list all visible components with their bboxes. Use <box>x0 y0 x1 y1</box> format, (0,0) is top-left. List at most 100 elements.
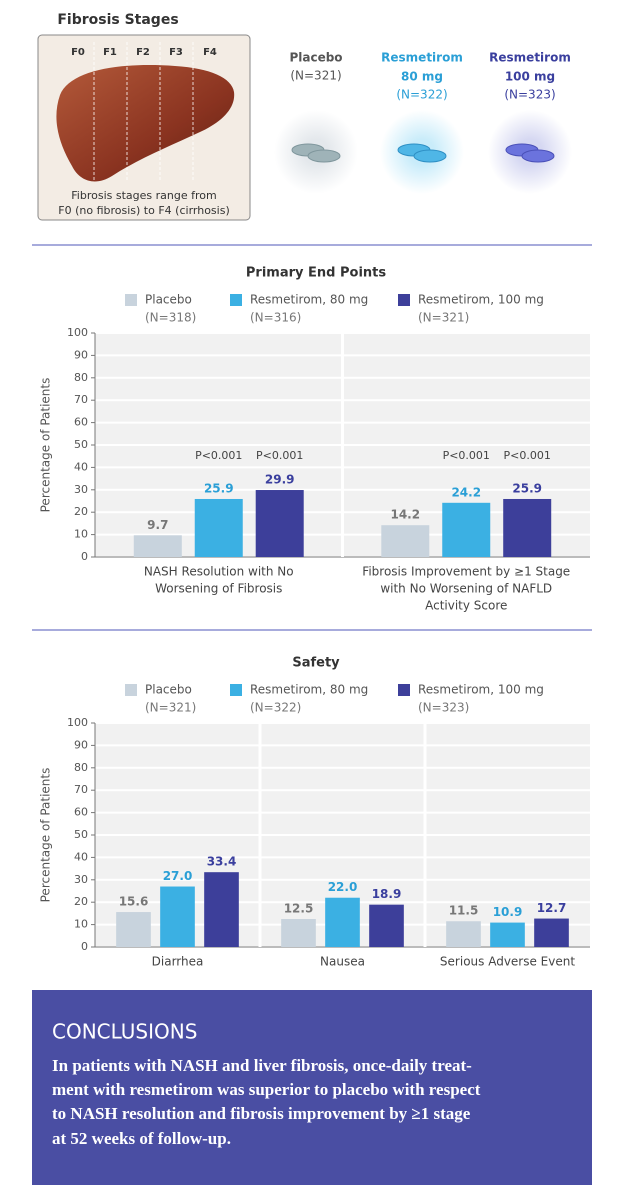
value-label: 18.9 <box>372 887 402 901</box>
legend-swatch <box>230 294 242 306</box>
bar <box>194 498 243 557</box>
bar <box>255 490 304 557</box>
legend-swatch <box>398 294 410 306</box>
conclusions-title: CONCLUSIONS <box>52 1020 197 1044</box>
bar <box>446 921 481 947</box>
legend-label: Resmetirom, 80 mg <box>250 293 368 307</box>
legend-label: Resmetirom, 100 mg <box>418 683 544 697</box>
group-name: Resmetirom <box>489 51 571 65</box>
stage-label: F2 <box>136 47 150 58</box>
y-axis-title: Percentage of Patients <box>39 378 53 513</box>
conclusions-text: In patients with NASH and liver fibrosis… <box>52 1056 472 1075</box>
bar <box>204 872 239 947</box>
legend-n: (N=323) <box>418 701 469 715</box>
y-tick-label: 60 <box>74 416 88 429</box>
panel-title: Fibrosis Stages <box>57 12 178 28</box>
legend-swatch <box>398 684 410 696</box>
bar <box>325 897 360 947</box>
caption: F0 (no fibrosis) to F4 (cirrhosis) <box>58 204 229 217</box>
y-tick-label: 100 <box>67 326 88 339</box>
legend-n: (N=321) <box>418 311 469 325</box>
group-n: (N=322) <box>396 88 447 102</box>
bar <box>490 922 525 947</box>
y-tick-label: 0 <box>81 940 88 953</box>
bar <box>369 904 404 947</box>
value-label: 33.4 <box>207 855 237 869</box>
caption: Fibrosis stages range from <box>71 189 216 202</box>
y-tick-label: 30 <box>74 873 88 886</box>
stage-label: F4 <box>203 47 217 58</box>
bar <box>160 886 195 947</box>
y-tick-label: 80 <box>74 761 88 774</box>
y-tick-label: 80 <box>74 371 88 384</box>
y-tick-label: 90 <box>74 738 88 751</box>
conclusions-text: to NASH resolution and fibrosis improvem… <box>52 1104 471 1123</box>
liver <box>56 65 235 182</box>
value-label: 11.5 <box>449 904 479 918</box>
y-tick-label: 40 <box>74 850 88 863</box>
y-tick-label: 20 <box>74 505 88 518</box>
stage-label: F3 <box>169 47 183 58</box>
x-tick-label: Diarrhea <box>152 955 204 969</box>
group-n: (N=323) <box>504 88 555 102</box>
legend-swatch <box>125 684 137 696</box>
legend-label: Placebo <box>145 683 192 697</box>
stage-label: F0 <box>71 47 85 58</box>
chart-title: Primary End Points <box>246 266 386 281</box>
y-tick-label: 30 <box>74 483 88 496</box>
p-value: P<0.001 <box>256 449 303 462</box>
pill <box>521 149 555 163</box>
value-label: 10.9 <box>493 905 523 919</box>
x-tick-label: with No Worsening of NAFLD <box>380 582 552 596</box>
bar <box>503 498 552 557</box>
value-label: 24.2 <box>451 485 481 499</box>
value-label: 15.6 <box>119 895 149 909</box>
bar <box>116 912 151 947</box>
value-label: 25.9 <box>512 481 542 495</box>
bar <box>281 919 316 947</box>
x-tick-label: Worsening of Fibrosis <box>155 582 282 596</box>
legend-n: (N=322) <box>250 701 301 715</box>
x-tick-label: Serious Adverse Event <box>440 955 575 969</box>
legend-n: (N=321) <box>145 701 196 715</box>
y-tick-label: 10 <box>74 528 88 541</box>
y-tick-label: 60 <box>74 806 88 819</box>
conclusions-text: at 52 weeks of follow-up. <box>52 1129 231 1148</box>
group-dose: 80 mg <box>401 70 443 84</box>
p-value: P<0.001 <box>504 449 551 462</box>
legend-swatch <box>125 294 137 306</box>
pill <box>413 149 447 163</box>
y-axis-title: Percentage of Patients <box>39 768 53 903</box>
p-value: P<0.001 <box>443 449 490 462</box>
stage-label: F1 <box>103 47 117 58</box>
conclusions-text: ment with resmetirom was superior to pla… <box>52 1080 481 1099</box>
y-tick-label: 50 <box>74 438 88 451</box>
p-value: P<0.001 <box>195 449 242 462</box>
y-tick-label: 90 <box>74 348 88 361</box>
group-dose: 100 mg <box>505 70 555 84</box>
stage-dividers <box>93 42 194 182</box>
value-label: 9.7 <box>147 518 168 532</box>
value-label: 25.9 <box>204 481 234 495</box>
value-label: 12.5 <box>284 902 314 916</box>
y-tick-label: 20 <box>74 895 88 908</box>
x-tick-label: Activity Score <box>425 599 507 613</box>
y-tick-label: 70 <box>74 783 88 796</box>
legend-label: Resmetirom, 80 mg <box>250 683 368 697</box>
y-tick-label: 50 <box>74 828 88 841</box>
conclusions-box <box>32 990 592 1185</box>
group-name: Placebo <box>289 51 342 65</box>
legend-label: Placebo <box>145 293 192 307</box>
value-label: 14.2 <box>390 508 420 522</box>
bar <box>442 502 491 557</box>
legend-n: (N=318) <box>145 311 196 325</box>
legend-label: Resmetirom, 100 mg <box>418 293 544 307</box>
bar <box>381 525 430 557</box>
legend-swatch <box>230 684 242 696</box>
group-n: (N=321) <box>290 69 341 83</box>
value-label: 27.0 <box>163 869 193 883</box>
bar <box>534 918 569 947</box>
x-tick-label: Nausea <box>320 955 365 969</box>
pill <box>307 149 341 163</box>
